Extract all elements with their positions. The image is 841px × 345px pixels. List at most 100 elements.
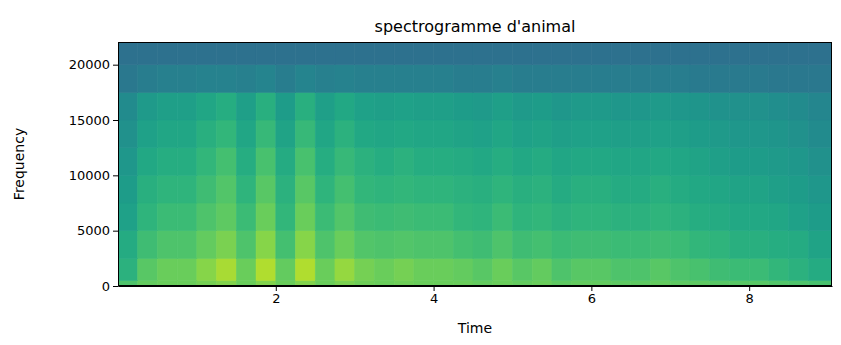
heatmap-cell [729, 148, 749, 176]
heatmap-cell [236, 42, 256, 65]
heatmap-cell [710, 42, 730, 65]
heatmap-cell [769, 175, 789, 203]
heatmap-cell [374, 203, 394, 231]
heatmap-cell [276, 65, 296, 93]
heatmap-cell [157, 42, 177, 65]
heatmap-cell [473, 203, 493, 231]
heatmap-cell [552, 148, 572, 176]
heatmap-cell [394, 120, 414, 148]
heatmap-cell [493, 92, 513, 120]
heatmap-cell [394, 258, 414, 280]
heatmap-cell [749, 148, 769, 176]
heatmap-cell [512, 120, 532, 148]
heatmap-cell [374, 120, 394, 148]
heatmap-cell [315, 203, 335, 231]
heatmap-cell [374, 231, 394, 259]
y-tick: 20000 [69, 57, 118, 72]
y-tick-mark [113, 286, 118, 287]
heatmap-cell [729, 92, 749, 120]
heatmap-cell [453, 65, 473, 93]
heatmap-cell [690, 92, 710, 120]
heatmap-cell [710, 65, 730, 93]
heatmap-cell [276, 42, 296, 65]
heatmap-cell [315, 42, 335, 65]
heatmap-cell [434, 231, 454, 259]
heatmap-cell [434, 148, 454, 176]
heatmap-cell [236, 258, 256, 280]
heatmap-cell [315, 92, 335, 120]
heatmap-cell [572, 258, 592, 280]
heatmap-cell [414, 148, 434, 176]
heatmap-cell [177, 65, 197, 93]
y-tick-label: 15000 [69, 113, 110, 128]
heatmap-cell [591, 175, 611, 203]
heatmap-cell [453, 148, 473, 176]
heatmap-cell [296, 65, 316, 93]
x-tick: 4 [430, 286, 438, 306]
heatmap-cell [552, 120, 572, 148]
heatmap-cell [138, 203, 158, 231]
heatmap-cell [532, 92, 552, 120]
heatmap-cell [512, 92, 532, 120]
heatmap-cell [631, 120, 651, 148]
heatmap-cell [414, 203, 434, 231]
y-tick-mark [113, 231, 118, 232]
heatmap-cell [315, 148, 335, 176]
heatmap-cell [197, 175, 217, 203]
heatmap-cell [138, 148, 158, 176]
heatmap-cell [512, 175, 532, 203]
heatmap-cell [729, 203, 749, 231]
heatmap-cell [552, 231, 572, 259]
heatmap-cell [355, 148, 375, 176]
heatmap-cell [296, 175, 316, 203]
heatmap-cell [197, 148, 217, 176]
heatmap-cell [591, 258, 611, 280]
heatmap-cell [611, 231, 631, 259]
heatmap-cell [177, 120, 197, 148]
heatmap-cell [394, 175, 414, 203]
heatmap-cell [138, 65, 158, 93]
heatmap-cell [276, 231, 296, 259]
heatmap-cell [374, 65, 394, 93]
heatmap-cell [749, 203, 769, 231]
heatmap-cell [710, 120, 730, 148]
heatmap-cell [611, 92, 631, 120]
heatmap-cell [374, 148, 394, 176]
heatmap-cell [335, 203, 355, 231]
heatmap-cell [808, 175, 832, 203]
y-tick: 15000 [69, 113, 118, 128]
heatmap-cell [335, 65, 355, 93]
heatmap-cell [651, 148, 671, 176]
heatmap-cell [217, 175, 237, 203]
heatmap-cell [177, 203, 197, 231]
heatmap-cell [631, 203, 651, 231]
heatmap-cell [256, 65, 276, 93]
heatmap-cell [769, 148, 789, 176]
heatmap-cell [769, 258, 789, 280]
heatmap-cell [591, 148, 611, 176]
heatmap-cell [512, 231, 532, 259]
heatmap-cell [335, 120, 355, 148]
y-tick: 0 [102, 279, 118, 294]
heatmap-cell [138, 42, 158, 65]
heatmap-cell [355, 231, 375, 259]
heatmap-cell [157, 148, 177, 176]
heatmap-cell [355, 42, 375, 65]
x-axis: 2468 [119, 286, 833, 306]
heatmap-cell [591, 65, 611, 93]
heatmap-cell [729, 231, 749, 259]
heatmap-cell [670, 42, 690, 65]
y-axis-title: Frequency [11, 128, 27, 200]
heatmap-cell [710, 92, 730, 120]
heatmap-cell [414, 175, 434, 203]
heatmap-cell [138, 92, 158, 120]
heatmap-cell [552, 65, 572, 93]
heatmap-cell [651, 120, 671, 148]
heatmap-cell [631, 175, 651, 203]
heatmap-cell [493, 65, 513, 93]
heatmap-cell [374, 258, 394, 280]
y-tick-mark [113, 65, 118, 66]
heatmap-cell [157, 231, 177, 259]
heatmap-cell [710, 231, 730, 259]
heatmap-cell [473, 42, 493, 65]
